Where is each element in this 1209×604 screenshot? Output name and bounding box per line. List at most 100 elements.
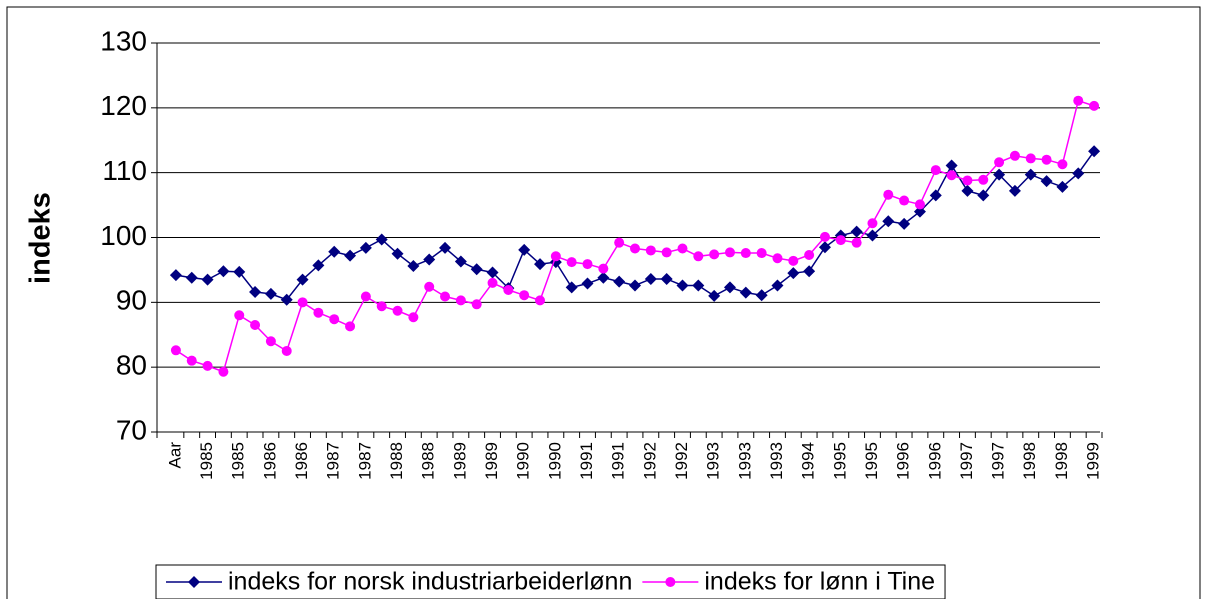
data-point	[1041, 154, 1052, 165]
data-point	[788, 255, 799, 266]
data-point	[676, 279, 689, 292]
data-point	[296, 273, 309, 286]
x-tick-label: 1990	[514, 442, 533, 480]
data-point	[1089, 100, 1100, 111]
data-point	[233, 265, 246, 278]
data-point	[1056, 180, 1069, 193]
data-point	[1057, 159, 1068, 170]
data-point	[218, 366, 229, 377]
data-point	[170, 345, 181, 356]
data-point	[993, 168, 1006, 181]
data-point	[344, 249, 357, 262]
data-point	[169, 269, 182, 282]
data-point	[803, 265, 816, 278]
data-point	[660, 272, 673, 285]
data-point	[440, 291, 451, 302]
data-point	[772, 253, 783, 264]
data-point	[629, 279, 641, 292]
x-tick-label: 1994	[799, 442, 818, 480]
data-point	[598, 263, 609, 274]
data-point	[740, 248, 751, 259]
y-tick-label: 100	[100, 220, 147, 251]
data-point	[375, 233, 388, 246]
x-tick-label: 1988	[419, 442, 438, 480]
data-point	[867, 218, 878, 229]
data-point	[913, 205, 926, 218]
data-point	[566, 257, 577, 268]
data-point	[329, 314, 340, 325]
x-tick-label: 1989	[482, 442, 501, 480]
data-point	[724, 247, 735, 258]
data-point	[185, 271, 198, 284]
x-tick-label: 1997	[989, 442, 1008, 480]
x-tick-label: 1988	[387, 442, 406, 480]
data-point	[899, 195, 910, 206]
data-point	[201, 273, 214, 286]
data-point	[503, 285, 514, 296]
data-point	[645, 245, 656, 256]
data-point	[866, 229, 879, 242]
data-point	[914, 199, 925, 210]
data-point	[709, 249, 720, 260]
data-point	[946, 170, 957, 181]
x-tick-label: 1993	[735, 442, 754, 480]
legend-label: indeks for lønn i Tine	[704, 568, 935, 596]
data-point	[644, 272, 657, 285]
data-point	[962, 175, 973, 186]
data-point	[391, 247, 404, 260]
x-tick-label: 1995	[862, 442, 881, 480]
x-tick-label: 1997	[957, 442, 976, 480]
data-point	[281, 345, 292, 356]
y-tick-label: 120	[100, 90, 147, 121]
data-point	[1072, 167, 1085, 180]
data-point	[819, 231, 830, 242]
data-point	[883, 189, 894, 200]
series-line	[175, 150, 1095, 301]
data-point	[630, 243, 640, 254]
data-point	[994, 157, 1005, 168]
data-point	[614, 237, 625, 248]
data-point	[661, 247, 672, 258]
data-point	[202, 360, 213, 371]
data-point	[186, 355, 197, 366]
data-point	[424, 281, 435, 292]
x-tick-label: 1987	[324, 442, 343, 480]
data-point	[1088, 145, 1101, 158]
data-point	[487, 277, 498, 288]
x-tick-label: 1991	[609, 442, 628, 480]
data-point	[470, 263, 483, 276]
x-tick-label: 1993	[767, 442, 786, 480]
data-point	[755, 289, 768, 302]
x-tick-label: 1999	[1084, 442, 1103, 480]
data-point	[1008, 184, 1021, 197]
data-point	[945, 159, 958, 172]
x-tick-label: 1985	[229, 442, 248, 480]
data-point	[1025, 153, 1036, 164]
data-point	[217, 265, 230, 278]
data-point	[961, 184, 974, 197]
data-point	[550, 251, 561, 262]
legend-box	[155, 564, 946, 600]
data-point	[929, 189, 942, 202]
data-point	[250, 320, 261, 331]
data-point	[408, 312, 419, 323]
data-point	[328, 245, 341, 258]
data-point	[455, 295, 466, 306]
data-point	[565, 281, 578, 294]
x-tick-label: 1992	[640, 442, 659, 480]
x-tick-label: 1993	[704, 442, 723, 480]
legend-marker	[188, 576, 200, 588]
data-point	[739, 286, 752, 299]
data-point	[313, 307, 324, 318]
data-point	[407, 260, 420, 273]
x-tick-label: 1985	[197, 442, 216, 480]
data-point	[835, 235, 846, 246]
y-tick-label: 80	[116, 350, 147, 381]
data-point	[312, 259, 325, 272]
x-tick-label: 1987	[355, 442, 374, 480]
x-tick-label: 1998	[1052, 442, 1071, 480]
data-point	[708, 289, 721, 302]
data-point	[882, 215, 895, 228]
legend-marker	[665, 577, 676, 587]
x-tick-label: 1990	[545, 442, 564, 480]
